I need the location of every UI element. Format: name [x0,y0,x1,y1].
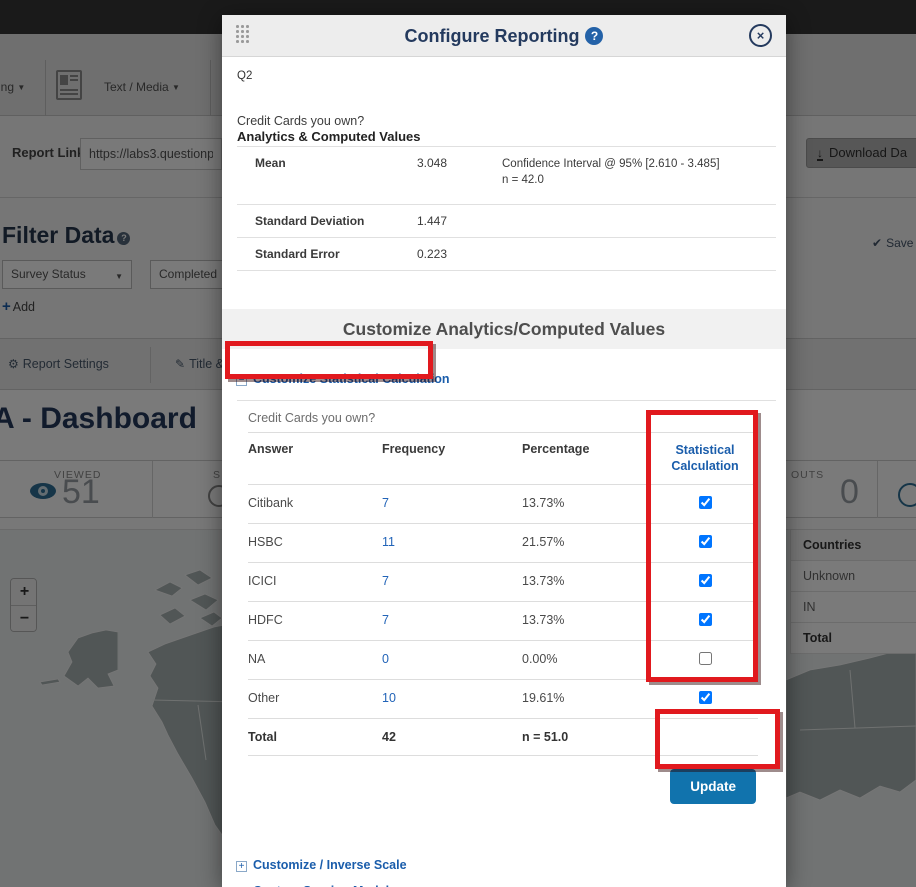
stat-value: 0.223 [417,247,448,261]
custom-scoring-model-link[interactable]: +Custom Scoring Model [236,883,389,887]
stat-calc-checkbox[interactable] [698,613,712,626]
stat-calc-checkbox[interactable] [698,496,712,509]
percentage-cell: 0.00% [522,652,558,666]
frequency-link[interactable]: 7 [382,496,389,510]
answer-cell: HDFC [248,613,283,627]
stat-label: Mean [255,156,286,170]
divider [237,400,776,401]
table-row: HDFC 7 13.73% [248,602,758,641]
statistical-calculation-header: Statistical Calculation [671,443,739,473]
stat-calc-checkbox[interactable] [698,535,712,548]
percentage-cell: 19.61% [522,691,565,705]
answer-cell: Citibank [248,496,294,510]
percentage-header: Percentage [522,442,590,456]
analytics-table: Mean 3.048 Confidence Interval @ 95% [2.… [237,146,776,271]
stat-value: 3.048 [417,156,448,170]
expanded-section-label: Customize Statistical Calculation [253,372,450,386]
stat-label: Standard Deviation [255,214,365,228]
modal-header: Configure Reporting? × [222,15,786,57]
question-code: Q2 [237,70,253,82]
question-text: Credit Cards you own? [237,114,365,128]
total-frequency: 42 [382,730,396,744]
table-row: ICICI 7 13.73% [248,563,758,602]
table-total-row: Total 42 n = 51.0 [248,719,758,756]
modal-body: Q2 Credit Cards you own? Analytics & Com… [222,57,786,887]
collapse-icon[interactable]: − [236,375,247,386]
collapsed-sections: + Customize / Inverse Scale +Custom Scori… [236,857,786,887]
update-row: Update [222,769,786,804]
update-button[interactable]: Update [670,769,756,804]
table-row: NA 0 0.00% [248,641,758,680]
stat-value: 1.447 [417,214,448,228]
answer-cell: ICICI [248,574,277,588]
percentage-cell: 13.73% [522,496,565,510]
frequency-link[interactable]: 7 [382,574,389,588]
modal-title: Configure Reporting? [222,15,786,57]
stat-label: Standard Error [255,247,340,261]
customize-section-heading: Customize Analytics/Computed Values [222,309,786,349]
customize-inverse-scale-link[interactable]: + Customize / Inverse Scale [236,857,407,873]
confidence-note: Confidence Interval @ 95% [2.610 - 3.485… [502,158,720,186]
total-label: Total [248,730,277,744]
percentage-cell: 13.73% [522,613,565,627]
section-label: Customize / Inverse Scale [253,858,407,872]
close-icon[interactable]: × [749,24,772,47]
table-row: Other 10 19.61% [248,680,758,719]
table-row: Citibank 7 13.73% [248,485,758,524]
stat-calc-checkbox[interactable] [698,691,712,704]
answer-header: Answer [248,442,294,456]
analytics-row-stderr: Standard Error 0.223 [237,237,776,270]
frequency-link[interactable]: 11 [382,535,395,549]
frequency-link[interactable]: 10 [382,691,396,705]
analytics-heading: Analytics & Computed Values [237,129,421,144]
stat-calc-checkbox[interactable] [698,652,712,665]
percentage-cell: 13.73% [522,574,565,588]
help-icon[interactable]: ? [585,27,604,45]
frequency-link[interactable]: 0 [382,652,389,666]
answer-cell: Other [248,691,280,705]
frequency-table: Answer Frequency Percentage Statistical … [248,432,758,756]
answer-cell: NA [248,652,266,666]
analytics-row-stddev: Standard Deviation 1.447 [237,204,776,237]
frequency-header: Frequency [382,442,446,456]
table-row: HSBC 11 21.57% [248,524,758,563]
section-label: Custom Scoring Model [253,884,389,887]
analytics-row-mean: Mean 3.048 Confidence Interval @ 95% [2.… [237,147,776,204]
percentage-cell: 21.57% [522,535,565,549]
total-n: n = 51.0 [522,730,569,744]
drag-handle-icon[interactable] [236,25,250,44]
stat-calc-checkbox[interactable] [698,574,712,587]
configure-reporting-modal: Configure Reporting? × Q2 Credit Cards y… [222,15,786,887]
table-header-row: Answer Frequency Percentage Statistical … [248,432,758,485]
answer-cell: HSBC [248,535,283,549]
customize-question-text: Credit Cards you own? [248,411,376,425]
expand-icon[interactable]: + [236,861,247,872]
frequency-link[interactable]: 7 [382,613,389,627]
customize-statistical-calculation-link[interactable]: − Customize Statistical Calculation [236,371,450,387]
